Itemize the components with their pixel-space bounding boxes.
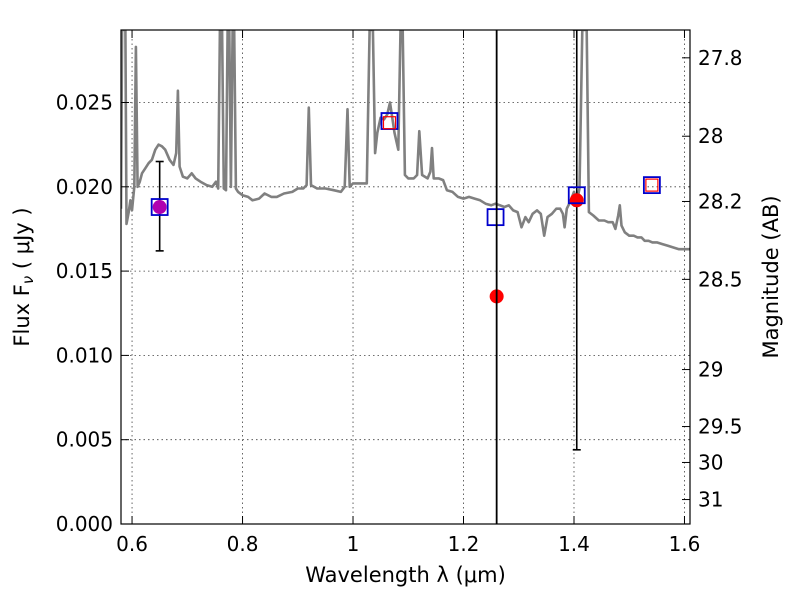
y-tick-label: 0.025 (56, 90, 113, 114)
right-tick-label: 29.5 (698, 415, 743, 439)
model-square-marker (642, 176, 661, 195)
x-tick-label: 0.8 (227, 532, 259, 556)
right-tick-label: 27.8 (698, 46, 743, 70)
right-tick-label: 30 (698, 450, 723, 474)
y-tick-label: 0.015 (56, 259, 113, 283)
y-axis-label-sub: ν (19, 276, 37, 284)
axes-frame (120, 29, 691, 525)
model-square-marker (382, 116, 397, 130)
right-tick-label: 28 (698, 124, 723, 148)
photometry-point (569, 193, 584, 208)
y-axis-label-main: Flux F (10, 284, 34, 346)
model-square-marker (567, 186, 586, 205)
y-axis-label-unit: ( μJy ) (10, 207, 34, 275)
y-tick-label: 0.010 (56, 343, 113, 367)
right-axis-label: Magnitude (AB) (759, 195, 783, 358)
x-tick-label: 0.6 (116, 532, 148, 556)
model-square-marker (486, 208, 505, 227)
y-tick-label: 0.000 (56, 512, 113, 536)
x-tick-label: 1.6 (669, 532, 701, 556)
spectrum-line (121, 30, 690, 251)
x-tick-label: 1 (347, 532, 360, 556)
plot-area (121, 30, 690, 524)
x-axis-label: Wavelength λ (μm) (305, 563, 506, 587)
right-tick-label: 28.2 (698, 189, 743, 213)
model-square-marker (150, 198, 169, 216)
x-tick-label: 1.4 (558, 532, 590, 556)
y-tick-label: 0.020 (56, 175, 113, 199)
y-axis-label: Flux Fν ( μJy ) (10, 207, 37, 346)
grid (121, 30, 690, 525)
x-tick-label: 1.2 (448, 532, 480, 556)
right-tick-label: 29 (698, 358, 723, 382)
right-tick-label: 28.5 (698, 267, 743, 291)
right-tick-label: 31 (698, 488, 723, 512)
y-tick-label: 0.005 (56, 428, 113, 452)
axis-ticks: 0.6 0.8 1 1.2 1.4 1.6 0.000 0.005 0.010 0.015 0.02… (56, 30, 743, 556)
photometry-point (152, 200, 167, 215)
model-square-marker (645, 178, 659, 192)
